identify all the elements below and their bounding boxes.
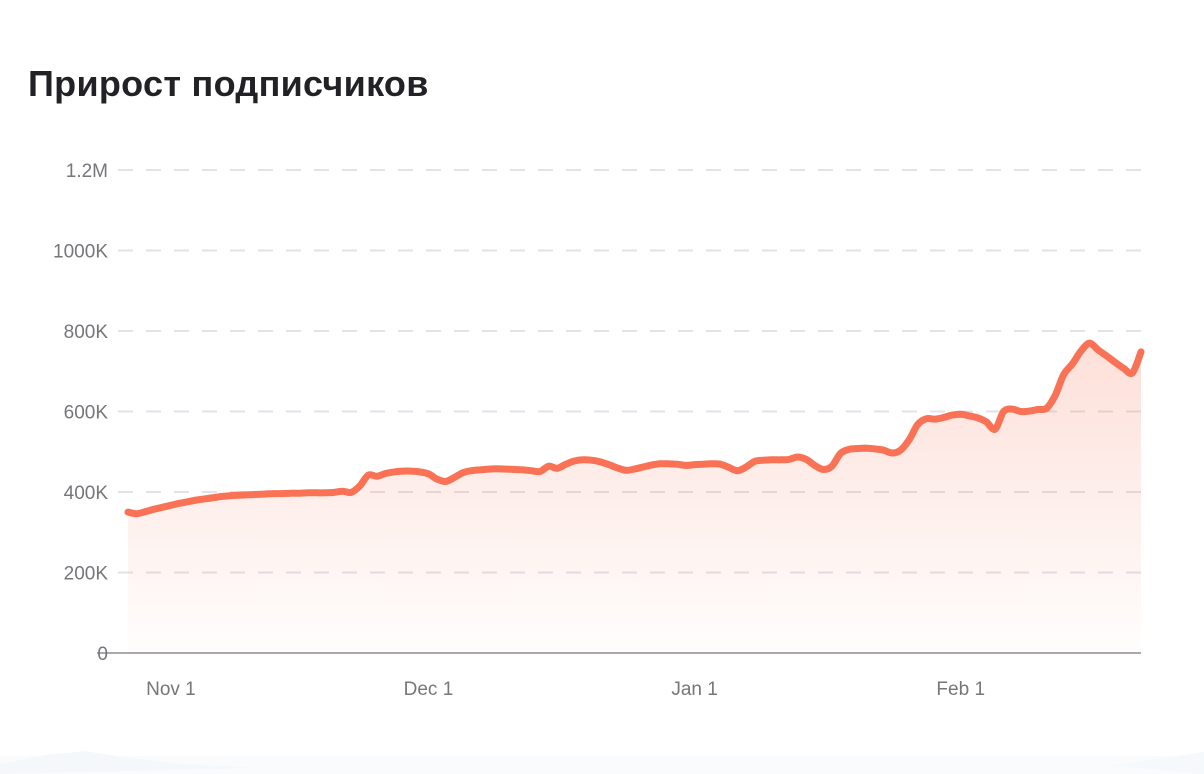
x-tick-label-Nov-1: Nov 1	[146, 679, 196, 700]
x-tick-label-Dec-1: Dec 1	[404, 679, 454, 700]
area-fill	[128, 343, 1141, 653]
y-tick-label-800K: 800K	[64, 322, 109, 343]
y-tick-label-1.2M: 1.2M	[66, 161, 108, 182]
faint-left-hill-shape	[0, 751, 260, 774]
subscribers-line	[124, 339, 1145, 518]
x-tick-label-Jan-1: Jan 1	[671, 679, 717, 700]
y-tick-label-0: 0	[97, 644, 108, 665]
x-tick-label-Feb-1: Feb 1	[936, 679, 985, 700]
y-tick-label-400K: 400K	[64, 483, 109, 504]
faint-right-hill-shape	[1110, 752, 1204, 774]
y-tick-label-200K: 200K	[64, 564, 109, 585]
y-tick-label-600K: 600K	[64, 403, 109, 424]
bottom-band-decoration	[0, 751, 1204, 774]
y-tick-label-1000K: 1000K	[53, 242, 108, 263]
page-bottom-band	[0, 751, 1204, 774]
chart-title: Прирост подписчиков	[28, 63, 429, 104]
